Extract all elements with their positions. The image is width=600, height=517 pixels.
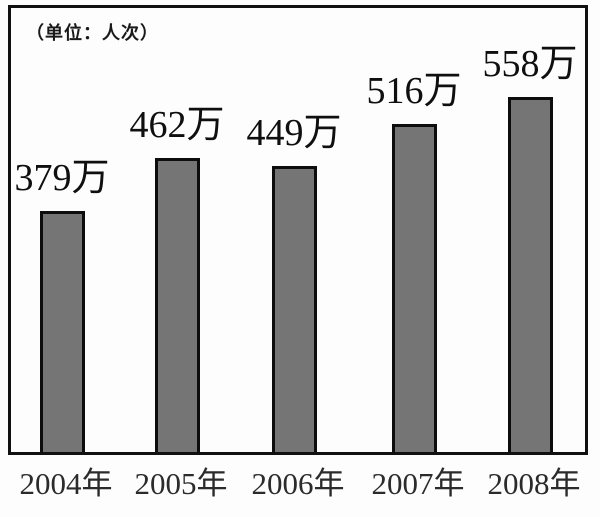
x-axis-label: 2004年 (19, 466, 113, 501)
bar-value-label: 558万 (482, 43, 578, 85)
bar-2006年 (271, 166, 317, 452)
bar-2005年 (154, 158, 200, 452)
bar-2004年 (39, 211, 85, 452)
x-axis-label: 2006年 (251, 466, 345, 501)
x-axis-label: 2005年 (134, 466, 228, 501)
bar-value-label: 516万 (366, 70, 462, 112)
x-axis-label: 2008年 (487, 466, 581, 501)
bar-value-label: 449万 (246, 112, 342, 154)
x-axis-label: 2007年 (371, 466, 465, 501)
bar-2008年 (507, 97, 553, 452)
bar-2007年 (391, 124, 437, 452)
bar-value-label: 379万 (14, 157, 110, 199)
unit-label: （单位：人次） (26, 23, 159, 43)
bar-value-label: 462万 (129, 104, 225, 146)
